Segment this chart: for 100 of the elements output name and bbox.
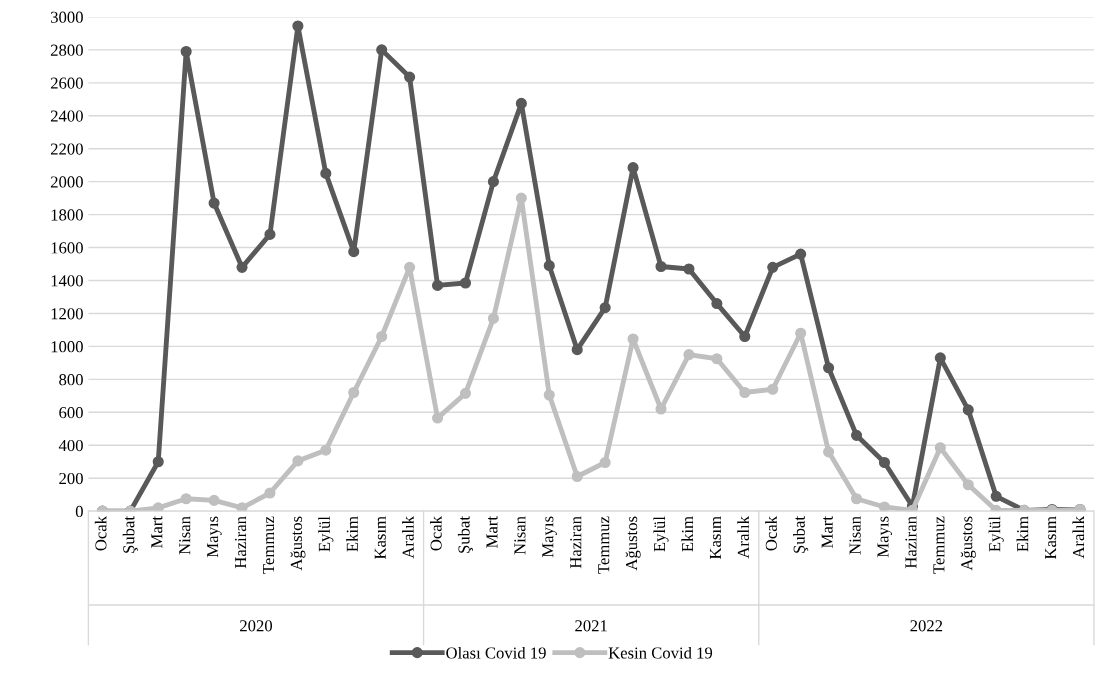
point — [320, 444, 332, 456]
point — [543, 260, 555, 272]
point — [487, 312, 499, 324]
y-tick-label: 2400 — [50, 110, 83, 122]
point — [711, 298, 723, 310]
point — [711, 353, 723, 365]
x-tick-label: Kasım — [709, 516, 722, 560]
x-tick-label: Aralık — [1072, 516, 1085, 559]
point — [543, 389, 555, 401]
point — [376, 44, 388, 56]
x-tick-label: Temmuz — [598, 516, 610, 574]
y-tick-label: 600 — [59, 406, 83, 419]
text: 2022 — [910, 620, 943, 632]
x-tick-label: Aralık — [737, 516, 749, 559]
y-tick-label: 1200 — [51, 308, 83, 320]
point — [515, 192, 527, 204]
y-tick-label: 800 — [59, 374, 83, 386]
y-tick-label: 1800 — [51, 209, 83, 221]
y-tick-label: 1600 — [51, 242, 83, 254]
x-tick-label: Kasım — [374, 516, 386, 560]
point — [208, 494, 220, 506]
point — [292, 20, 304, 32]
point — [962, 404, 974, 416]
y-tick-label: 200 — [59, 472, 83, 485]
point — [823, 362, 835, 374]
point — [795, 248, 807, 260]
point — [180, 493, 192, 505]
y-tick-label: 2800 — [50, 44, 83, 56]
point — [934, 442, 946, 454]
point — [431, 412, 444, 424]
x-tick-label: Temmuz — [263, 516, 275, 574]
y-tick-label: 1000 — [51, 341, 83, 353]
point — [599, 456, 611, 469]
point — [320, 167, 332, 179]
x-tick-label: Mart — [486, 516, 498, 548]
point — [655, 260, 667, 273]
legend-label: Olası Covid 19 — [446, 646, 546, 659]
point — [180, 45, 192, 58]
point — [739, 330, 751, 343]
x-tick-label: Nisan — [514, 516, 526, 555]
x-tick-label: Şubat — [793, 516, 809, 553]
x-tick-label: Mart — [151, 516, 163, 548]
y-tick-label: 2600 — [50, 77, 83, 89]
x-tick-label: Kasım — [1045, 516, 1057, 560]
x-tick-label: Mayıs — [542, 516, 557, 558]
x-tick-label: Ağustos — [290, 516, 306, 571]
point — [236, 261, 248, 273]
y-tick-label: 2200 — [50, 143, 83, 155]
x-tick-label: Ocak — [765, 516, 777, 551]
point — [795, 327, 807, 339]
point — [152, 502, 164, 512]
x-tick-label: Haziran — [570, 516, 582, 569]
point — [264, 228, 276, 240]
x-tick-label: Ocak — [94, 516, 107, 551]
text: 2021 — [575, 620, 607, 632]
x-tick-label: Mayıs — [877, 516, 893, 558]
x-tick-label: Ekim — [681, 516, 693, 552]
point — [683, 263, 695, 275]
point — [459, 387, 472, 399]
y-tick-label: 3000 — [51, 11, 83, 23]
y-tick-label: 2000 — [50, 176, 83, 188]
x-tick-label: Eylül — [653, 516, 669, 552]
point — [348, 386, 360, 399]
y-tick-label: 0 — [75, 505, 83, 518]
x-tick-label: Ekim — [1016, 516, 1029, 552]
point — [878, 501, 891, 512]
point — [376, 330, 388, 343]
x-tick-label: Nisan — [179, 516, 191, 555]
point — [739, 386, 751, 399]
point — [152, 456, 164, 468]
point — [962, 479, 974, 491]
x-tick-label: Şubat — [457, 516, 474, 553]
point — [292, 455, 304, 467]
point — [571, 470, 583, 483]
point — [571, 344, 583, 356]
point — [627, 333, 639, 345]
point — [878, 456, 891, 469]
x-tick-label: Ekim — [346, 516, 358, 552]
x-tick-label: Haziran — [905, 516, 917, 569]
point — [850, 493, 863, 505]
x-tick-label: Temmuz — [933, 516, 945, 574]
x-tick-label: Mayıs — [207, 516, 222, 558]
point — [599, 302, 611, 314]
x-tick-label: Mart — [821, 516, 833, 548]
y-tick-label: 400 — [58, 439, 83, 452]
x-tick-label: Ocak — [429, 516, 442, 551]
point — [208, 197, 220, 209]
x-tick-label: Eylül — [988, 516, 1004, 552]
point — [990, 490, 1002, 502]
point — [767, 383, 779, 395]
point — [264, 487, 276, 499]
x-tick-label: Aralık — [402, 516, 414, 559]
x-tick-label: Şubat — [122, 516, 138, 553]
x-tick-label: Ağustos — [960, 516, 976, 571]
point — [823, 446, 835, 458]
x-tick-label: Ağustos — [625, 516, 641, 571]
point — [767, 261, 779, 273]
point — [459, 277, 472, 289]
point — [404, 71, 416, 83]
point — [431, 279, 444, 292]
